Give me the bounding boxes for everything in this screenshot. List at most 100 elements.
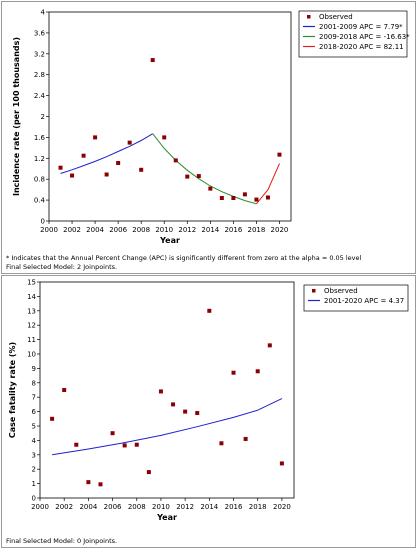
legend: Observed 2001-2020 APC = 4.37 [303,284,409,312]
observed-point [93,135,98,140]
x-tick-label: 2002 [63,226,81,234]
y-tick-label: 14 [27,293,36,301]
trend-line [152,133,257,205]
observed-point [50,416,55,421]
observed-point [110,431,115,436]
observed-point [116,161,121,166]
x-tick-label: 2020 [271,226,289,234]
observed-point [255,369,260,374]
y-tick-label: 11 [27,336,36,344]
x-axis-label: Year [156,513,177,522]
observed-point [86,480,91,485]
x-tick-label: 2008 [132,226,150,234]
observed-point [122,443,127,448]
y-tick-label: 7 [32,394,36,402]
x-tick-label: 2000 [40,226,58,234]
observed-point [195,411,200,416]
observed-point [127,140,132,145]
legend-box [298,10,408,58]
x-tick-label: 2004 [79,503,97,511]
observed-point [173,158,178,163]
trend-line [256,163,280,205]
y-tick-label: 0 [32,495,36,503]
observed-point [162,135,167,140]
x-tick-label: 2000 [31,503,49,511]
y-tick-label: 2 [41,113,45,121]
legend-observed-marker [307,15,311,19]
observed-point [208,186,213,191]
x-tick-label: 2010 [152,503,170,511]
legend: Observed 2001-2009 APC = 7.79* 2009-2018 A… [298,10,410,58]
apc-significance-footnote: * Indicates that the Annual Percent Chan… [6,254,362,262]
observed-point [243,436,248,441]
incidence-chart: 0 0.4 0.8 1.2 1.6 2 2.4 2.8 3.2 3.6 4 2000 2002 2004 2… [12,9,410,246]
observed-point [277,152,282,157]
x-tick-label: 2020 [273,503,291,511]
observed-point [231,370,236,375]
y-tick-label: 10 [27,351,36,359]
x-tick-label: 2012 [178,226,196,234]
y-tick-label: 0.8 [34,176,45,184]
y-tick-label: 1.2 [34,155,45,163]
x-tick-label: 2004 [86,226,104,234]
y-tick-label: 3.2 [34,50,45,58]
observed-point [146,470,151,475]
y-tick-label: 0.4 [34,197,46,205]
observed-point [74,442,79,447]
legend-observed-label: Observed [324,287,358,295]
x-tick-label: 2002 [55,503,73,511]
observed-point [265,195,270,200]
final-model-footnote: Final Selected Model: 0 Joinpoints. [6,537,118,545]
y-tick-label: 2.8 [34,71,45,79]
y-tick-label: 12 [27,322,36,330]
trend-line [52,398,283,456]
y-tick-label: 15 [27,279,36,287]
y-tick-label: 0 [41,218,45,226]
y-tick-label: 3.6 [34,29,46,37]
observed-point [104,172,109,177]
legend-segment-label: 2001-2020 APC = 4.37 [324,297,404,305]
y-tick-label: 5 [32,423,36,431]
observed-point [219,196,224,201]
plot-area [39,281,295,499]
x-tick-label: 2006 [104,503,122,511]
observed-point [134,442,139,447]
legend-segment-label: 2001-2009 APC = 7.79* [319,23,403,31]
y-tick-label: 4 [41,9,46,17]
observed-point [185,174,190,179]
legend-observed-label: Observed [319,13,353,21]
observed-point [219,441,224,446]
y-axis-label: Incidence rate (per 100 thousands) [12,37,21,196]
observed-point [171,402,176,407]
incidence-chart-panel: 0 0.4 0.8 1.2 1.6 2 2.4 2.8 3.2 3.6 4 2000 2002 2004 2… [1,1,416,274]
y-tick-label: 13 [27,307,36,315]
observed-point [158,389,163,394]
observed-point [196,174,201,179]
y-tick-label: 1.6 [34,134,46,142]
observed-point [58,165,63,170]
final-model-footnote: Final Selected Model: 2 Joinpoints. [6,263,118,271]
fatality-chart-panel: 0 1 2 3 4 5 6 7 8 9 10 11 12 13 14 15 2000 2002 2004 2006 20… [1,275,416,548]
y-tick-label: 8 [32,379,36,387]
x-axis-label: Year [159,236,180,245]
x-tick-label: 2010 [155,226,173,234]
observed-point [98,482,103,487]
observed-point [70,173,75,178]
x-tick-label: 2014 [201,226,219,234]
x-tick-label: 2018 [249,503,267,511]
legend-box [303,284,409,312]
plot-area [48,11,292,222]
observed-point [150,58,155,63]
y-tick-label: 3 [32,451,36,459]
y-tick-label: 1 [32,480,36,488]
y-tick-label: 2 [32,466,36,474]
y-tick-label: 4 [32,437,37,445]
legend-observed-marker [312,289,316,293]
observed-point [139,167,144,172]
x-tick-label: 2018 [248,226,266,234]
x-tick-label: 2008 [128,503,146,511]
x-tick-label: 2006 [109,226,127,234]
observed-point [62,388,67,392]
observed-point [267,343,272,348]
